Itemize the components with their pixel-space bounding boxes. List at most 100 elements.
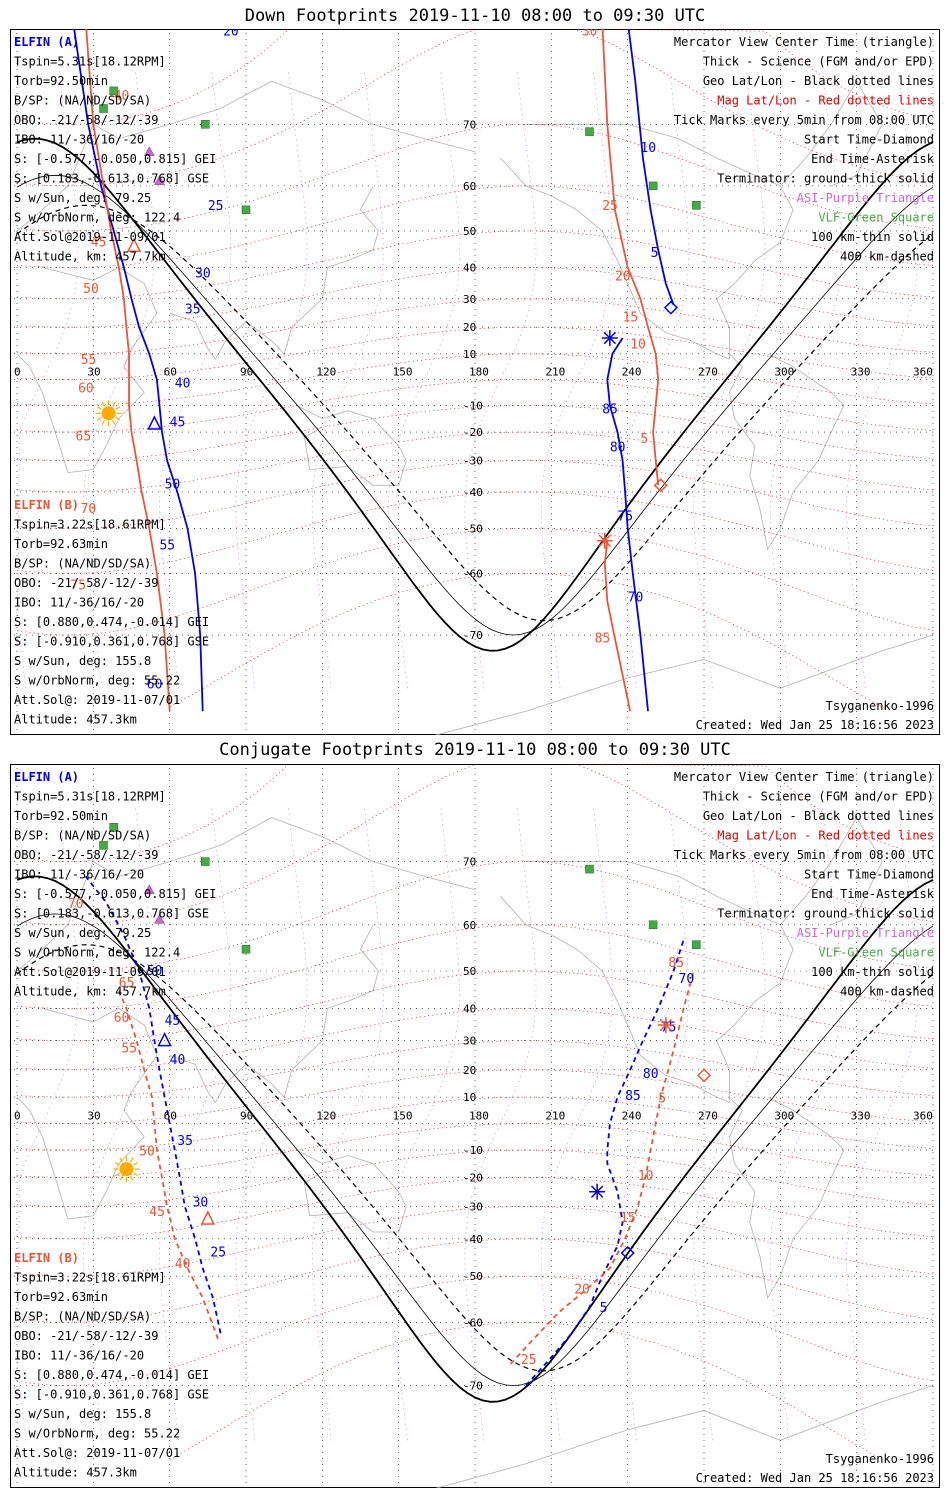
legend-line: Start Time-Diamond [804,133,934,147]
sun-ray [119,1157,123,1163]
sun-ray [119,1175,123,1181]
mag-parallel [16,431,934,493]
elfin-b-info-line: S: [0.880,0.474,-0.014] GEI [14,615,209,629]
elfin-b-tick-label: 25 [521,1353,537,1368]
lon-label: 30 [87,1110,100,1123]
mag-parallel [16,1206,934,1277]
sun-disc [119,1162,134,1177]
lat-label: -60 [463,1316,483,1329]
lat-label: 60 [463,180,476,193]
lat-label: -10 [463,1144,483,1157]
elfin-a-tick-label: 5 [600,1301,608,1316]
asi-site-marker [154,913,165,924]
elfin-a-info-line: IBO: 11/-36/16/-20 [14,868,144,882]
lat-label: -10 [463,399,483,412]
legend-line: Mercator View Center Time (triangle) [674,35,934,49]
sun-ray [133,1162,138,1166]
elfin-b-info-line: B/SP: (NA/ND/SD/SA) [14,1310,151,1324]
elfin-a-tick-label: 45 [170,416,186,431]
legend-line: Geo Lat/Lon - Black dotted lines [703,74,934,88]
vlf-site-marker [585,864,594,874]
elfin-b-info-line: S: [0.880,0.474,-0.014] GEI [14,1368,209,1382]
lon-label: 360 [913,366,933,379]
sun-ray [129,1175,134,1181]
mag-meridian [693,70,766,689]
elfin-a-info-line: Att.Sol@2019-11-09/01 [14,230,166,244]
elfin-a-info-line: Altitude, km: 457.7km [14,250,166,264]
center-time-triangle [200,1210,216,1225]
mag-parallel [169,573,888,710]
sun-icon [95,400,122,427]
coastline-6 [780,816,883,926]
lon-label: 30 [87,366,100,379]
sun-disc [101,406,116,421]
elfin-a-tick-label: 20 [223,29,239,39]
vlf-site-marker [585,127,594,136]
lat-label: -40 [463,486,483,499]
sun-ray [115,416,121,421]
coastline-3 [296,1149,407,1233]
end-time-asterisk [657,1017,674,1034]
elfin-a-info-line: OBO: -21/-58/-12/-39 [14,848,159,862]
terminator-100km [16,913,934,1387]
lat-label: 30 [463,293,476,306]
mag-grid [16,764,934,1463]
mag-parallel [16,298,934,355]
lat-label: 40 [463,261,476,274]
mag-parallel [16,1123,934,1178]
lat-label: -50 [463,1270,483,1283]
lat-label: 20 [463,321,476,334]
elfin-a-tick-label: 40 [170,1053,186,1068]
lat-label: -20 [463,426,483,439]
sun-ray [114,1172,120,1177]
elfin-b-tick-label: 40 [114,89,130,104]
lat-label: 40 [463,1002,476,1015]
mag-parallel [16,460,934,529]
mag-parallel [16,1069,934,1124]
legend-line: Mag Lat/Lon - Red dotted lines [717,829,934,843]
elfin-b-info-line: Att.Sol@: 2019-11-07/01 [14,693,180,707]
legend-line: VLF-Green Square [818,946,934,960]
lon-label: 270 [698,1110,718,1123]
legend-line: VLF-Green Square [818,211,934,225]
elfin-b-track [117,990,219,1340]
mag-meridian [617,70,690,689]
lat-label: -70 [463,629,483,642]
sun-ray [97,416,102,421]
elfin-a-info-line: S: [-0.577,-0.050,0.815] GEI [14,887,216,901]
created-label: Created: Wed Jan 25 18:16:56 2023 [696,718,934,732]
geo-grid [14,33,936,731]
lon-label: 270 [698,366,718,379]
lon-label: 210 [545,1110,565,1123]
elfin-b-info-line: OBO: -21/-58/-12/-39 [14,1329,159,1343]
mag-meridian [82,70,155,689]
mag-meridian [388,70,461,689]
elfin-a-track [627,29,675,306]
elfin-b-tick-label: 50 [139,1144,155,1159]
elfin-b-track [603,540,632,712]
sun-ray [101,401,106,407]
mag-parallel [16,326,934,381]
elfin-a-tick-label: 80 [643,1067,659,1082]
panel-title-conjugate: Conjugate Footprints 2019-11-10 08:00 to… [219,740,731,760]
elfin-b-tick-label: 65 [119,976,135,991]
mag-parallel [16,267,934,328]
mag-parallel [16,1040,934,1098]
elfin-b-info-line: Att.Sol@: 2019-11-07/01 [14,1446,180,1460]
elfin-a-info-line: S: [-0.577,-0.050,0.815] GEI [14,152,216,166]
mag-meridian [159,70,232,689]
elfin-a-tick-label: 85 [625,1089,641,1104]
geo-grid [14,768,936,1484]
lat-label: -30 [463,1201,483,1214]
elfin-b-tick-label: 15 [623,311,639,326]
elfin-b-info-line: Altitude: 457.3km [14,713,137,727]
elfin-b-tick-label: 10 [638,1169,654,1184]
mag-meridian [617,806,690,1441]
elfin-b-title: ELFIN (B) [14,1251,79,1265]
elfin-b-tick-label: 85 [595,632,611,647]
mag-parallel [16,1238,934,1323]
elfin-a-tick-label: 10 [640,141,656,156]
lon-label: 330 [851,1110,871,1123]
elfin-b-track [85,29,171,712]
lon-label: 330 [851,366,871,379]
